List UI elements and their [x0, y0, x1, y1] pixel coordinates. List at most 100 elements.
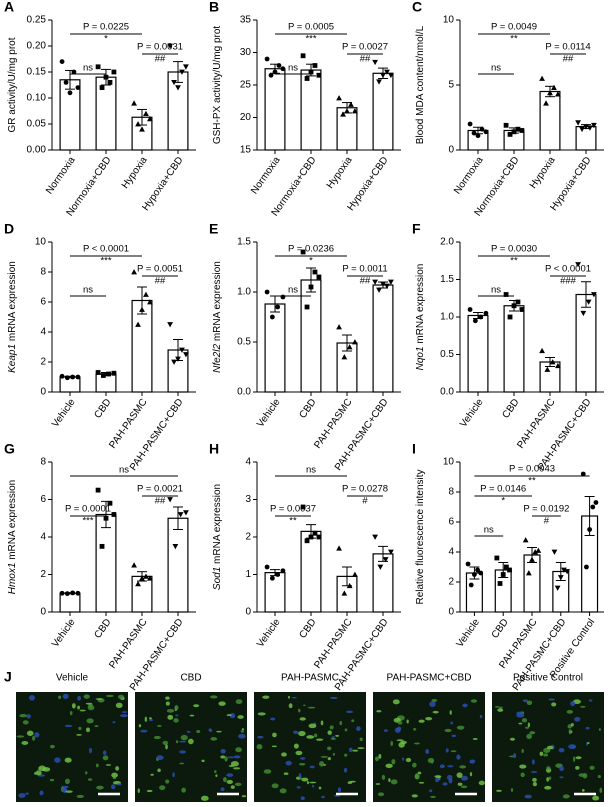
data-point	[500, 572, 506, 577]
data-point	[380, 72, 386, 79]
p-value: P < 0.0001	[545, 264, 591, 275]
data-point	[555, 362, 561, 369]
cell	[469, 772, 473, 777]
data-point	[99, 85, 105, 90]
data-point	[539, 75, 545, 81]
y-tick-label: 0.0	[237, 387, 251, 398]
data-point	[59, 59, 65, 64]
cell	[344, 728, 348, 732]
x-tick-label: Vehicle	[255, 397, 283, 430]
data-point	[70, 590, 76, 596]
data-point	[59, 590, 65, 596]
y-label-text: mRNA expression	[212, 484, 223, 564]
data-point	[584, 564, 589, 570]
cell	[551, 702, 557, 707]
significance-mark: ns	[491, 63, 501, 74]
p-value: P = 0.0236	[288, 244, 334, 255]
x-tick-label: Vehicle	[455, 617, 483, 650]
bar	[264, 68, 286, 151]
cell	[520, 772, 525, 778]
y-tick-label: 6	[40, 297, 46, 308]
cell	[513, 753, 517, 759]
cell	[320, 720, 324, 726]
panel-letter: J	[4, 669, 12, 685]
data-point	[304, 76, 310, 81]
data-point	[103, 74, 109, 80]
y-tick-label: 15	[240, 145, 252, 156]
data-point	[139, 126, 145, 132]
cell	[227, 756, 235, 759]
y-tick-label: 0	[245, 607, 251, 618]
cell	[332, 752, 336, 756]
cell	[159, 785, 166, 791]
cell	[592, 795, 600, 801]
cell	[69, 711, 73, 716]
cell	[519, 764, 527, 769]
micrograph-label: CBD	[180, 673, 201, 684]
cell	[102, 750, 107, 756]
y-axis-label: Nqo1 mRNA expression	[415, 264, 426, 371]
cell	[235, 747, 242, 753]
bar	[131, 575, 153, 613]
data-point	[308, 534, 314, 540]
cell	[402, 757, 405, 761]
cell	[329, 725, 334, 730]
cell	[306, 781, 309, 785]
data-point	[99, 543, 105, 549]
y-tick-label: 35	[240, 15, 252, 26]
bar	[336, 107, 358, 151]
y-tick-label: 5	[448, 80, 454, 91]
cell	[298, 730, 306, 737]
cell	[413, 728, 417, 731]
data-point	[478, 314, 484, 320]
cell	[35, 770, 42, 776]
cell	[95, 698, 103, 700]
y-label-text: GSH-PX activity/U/mg prot	[212, 26, 223, 145]
cell	[301, 777, 309, 782]
cell	[530, 771, 538, 773]
cell	[390, 779, 398, 785]
cell	[585, 726, 590, 730]
cell	[570, 722, 574, 727]
y-tick-label: 0.15	[27, 67, 47, 78]
data-point	[585, 299, 592, 305]
data-point	[95, 370, 101, 375]
cell	[26, 730, 34, 736]
cell	[153, 735, 161, 740]
y-tick-label: 0.25	[27, 15, 47, 26]
micrograph	[16, 692, 128, 802]
cell	[544, 785, 552, 790]
data-point	[543, 100, 549, 106]
p-value: P = 0.0146	[480, 484, 526, 495]
p-value: P = 0.0005	[288, 22, 334, 33]
data-point	[507, 132, 513, 137]
data-point	[483, 129, 489, 135]
x-tick-label: Vehicle	[50, 617, 78, 650]
data-point	[275, 572, 281, 577]
cell	[62, 693, 69, 700]
data-point	[529, 556, 535, 562]
bar-chart: E Nfe2l2 mRNA expression 0.0 0.5 1.0 1.5 Vehic…	[209, 221, 401, 473]
significance-mark: ##	[563, 54, 574, 65]
data-point	[467, 121, 473, 127]
cell	[226, 773, 234, 777]
bar	[503, 305, 525, 393]
data-point	[575, 262, 581, 268]
y-tick-label: 20	[240, 112, 252, 123]
cell	[58, 695, 62, 700]
bar	[372, 553, 394, 613]
cell	[396, 739, 404, 742]
data-point	[346, 344, 353, 350]
gene-name: Sod1	[212, 567, 223, 590]
cell	[526, 733, 532, 740]
cell	[580, 705, 586, 708]
cell	[298, 773, 302, 779]
y-tick-label: 25	[240, 80, 252, 91]
cell	[417, 771, 422, 775]
bar	[264, 572, 286, 613]
cell	[390, 740, 394, 747]
cell	[165, 696, 170, 700]
cell	[299, 717, 306, 721]
cell	[137, 788, 140, 794]
x-tick-label: Vehicle	[458, 397, 486, 430]
